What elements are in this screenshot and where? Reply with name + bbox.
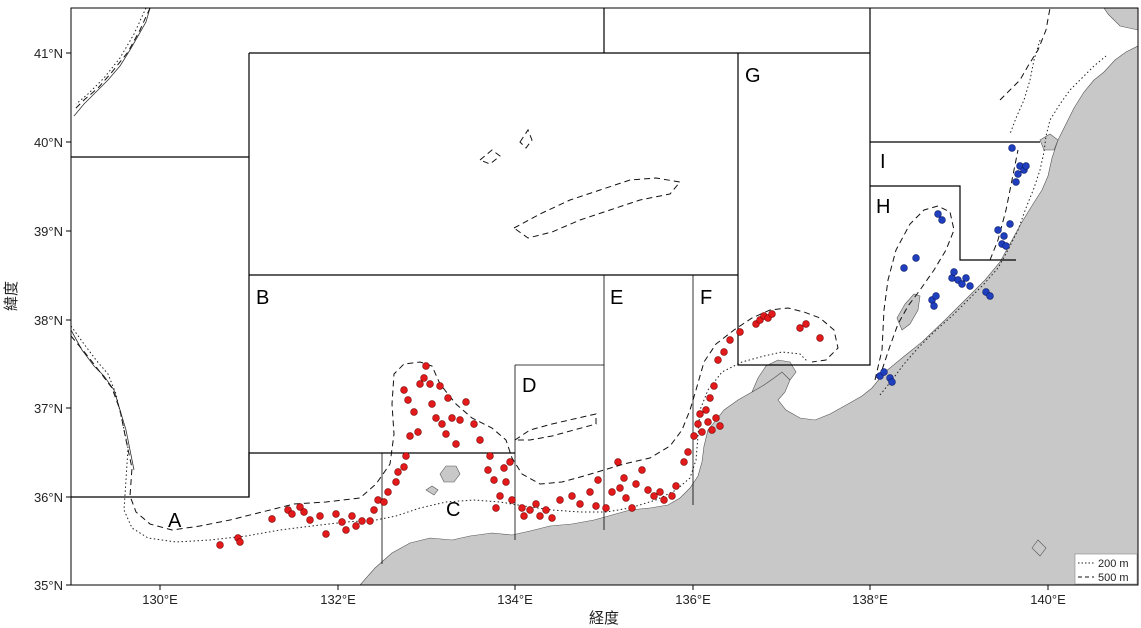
zone-label-f: F	[700, 287, 712, 309]
y-tick-label: 38°N	[34, 313, 63, 328]
zone-boundaries-thin	[381, 275, 694, 564]
survey-points-red	[216, 310, 824, 549]
isobath-legend: 200 m 500 m	[1074, 553, 1138, 585]
land-hokkaido	[1103, 8, 1138, 31]
land-small-island	[1031, 539, 1047, 557]
y-axis	[66, 52, 71, 586]
y-tick-label: 36°N	[34, 490, 63, 505]
y-tick-label: 37°N	[34, 401, 63, 416]
x-tick-label: 132°E	[320, 592, 356, 607]
x-tick-labels: 130°E 132°E 134°E 136°E 138°E 140°E	[142, 592, 1066, 607]
x-axis-title: 経度	[589, 609, 619, 627]
land-oki	[439, 465, 461, 483]
y-tick-labels: 35°N 36°N 37°N 38°N 39°N 40°N 41°N	[34, 46, 63, 593]
land-honshu	[359, 45, 1138, 585]
y-tick-label: 35°N	[34, 578, 63, 593]
legend-box	[1074, 553, 1138, 585]
zone-label-h: H	[876, 196, 890, 218]
x-axis	[159, 585, 1049, 590]
y-tick-label: 40°N	[34, 135, 63, 150]
x-tick-label: 136°E	[675, 592, 711, 607]
zone-label-d: D	[522, 375, 536, 397]
land-oki-small	[425, 485, 439, 496]
zone-label-a: A	[168, 510, 182, 532]
x-tick-label: 138°E	[852, 592, 888, 607]
y-axis-title: 緯度	[2, 281, 20, 311]
y-tick-label: 41°N	[34, 46, 63, 61]
survey-points-blue	[876, 144, 1030, 386]
zone-boundaries	[71, 8, 1040, 498]
zone-label-g: G	[745, 65, 761, 87]
legend-500m-label: 500 m	[1098, 572, 1129, 584]
x-tick-label: 134°E	[497, 592, 533, 607]
zone-label-e: E	[610, 287, 623, 309]
isobath-200m	[71, 8, 1107, 543]
zone-labels: A B C D E F G H I	[168, 65, 890, 532]
x-tick-label: 140°E	[1030, 592, 1066, 607]
y-tick-label: 39°N	[34, 224, 63, 239]
land-noto	[751, 359, 797, 393]
zone-label-b: B	[256, 287, 269, 309]
zone-label-i: I	[880, 151, 886, 173]
korea-coast-south	[71, 329, 135, 471]
plot-frame	[70, 7, 1139, 586]
land-sado	[896, 293, 921, 331]
korea-coast	[73, 8, 151, 117]
x-tick-label: 130°E	[142, 592, 178, 607]
legend-200m-label: 200 m	[1098, 558, 1129, 570]
isobath-500m	[71, 8, 1051, 531]
zone-label-c: C	[446, 499, 460, 521]
